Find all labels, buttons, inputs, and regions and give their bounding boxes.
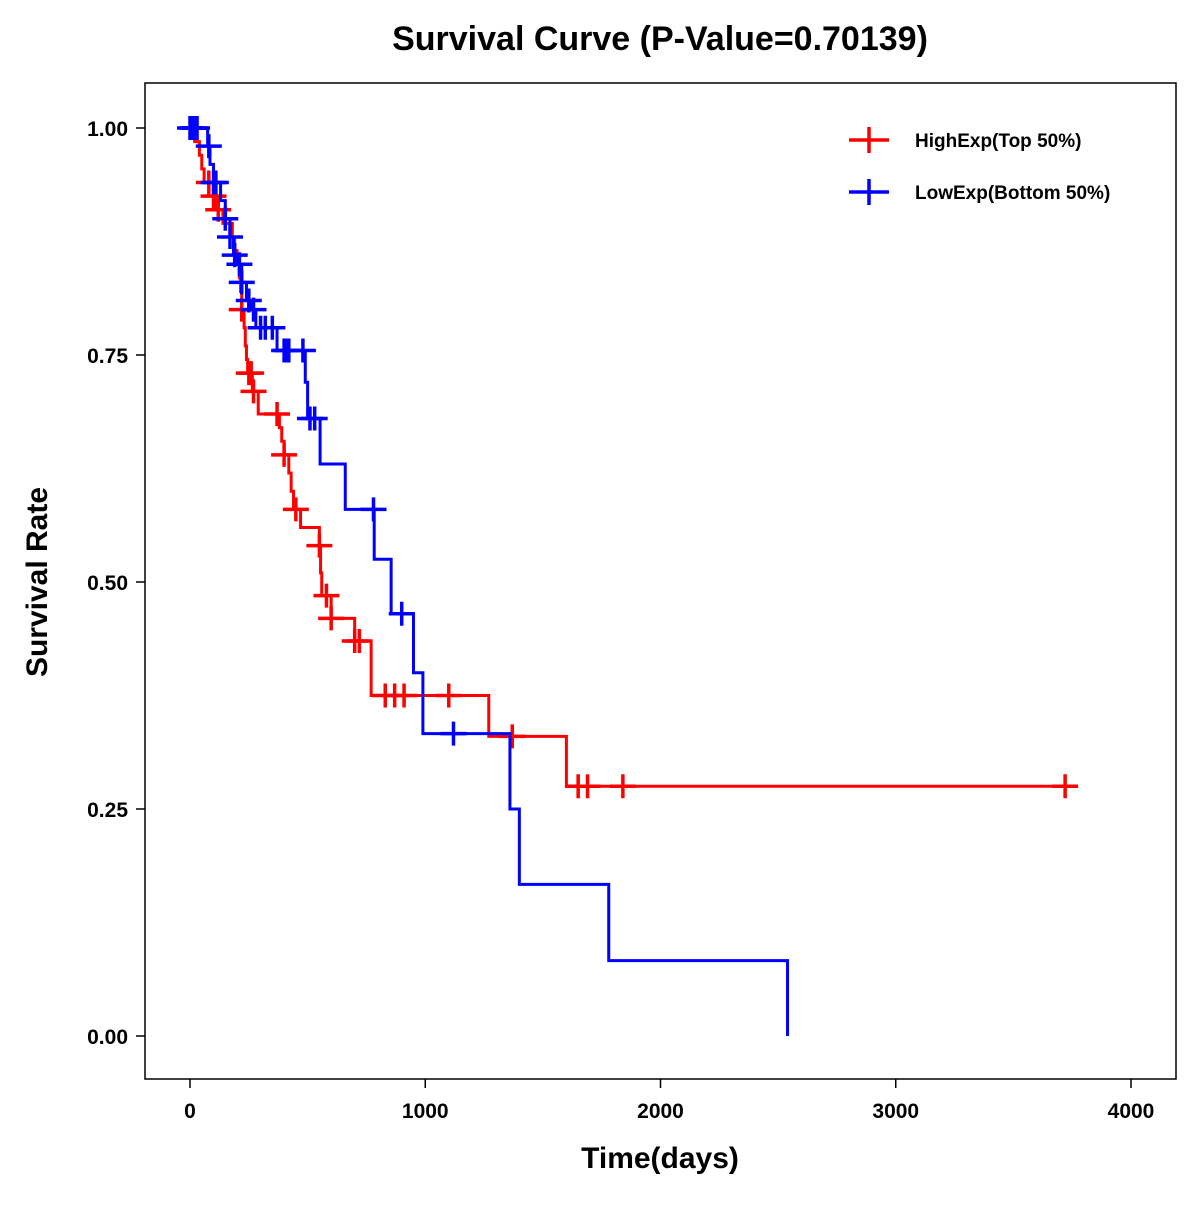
censor-mark (264, 402, 291, 427)
legend: HighExp(Top 50%) LowExp(Bottom 50%) (849, 127, 1110, 205)
legend-label: LowExp(Bottom 50%) (915, 183, 1110, 204)
y-tick-label: 0.25 (87, 799, 128, 822)
censor-mark (301, 406, 328, 431)
censor-mark (240, 379, 267, 404)
censor-mark (360, 497, 387, 522)
y-tick-label: 0.50 (87, 572, 128, 595)
x-tick-label: 0 (184, 1100, 196, 1123)
censor-mark (202, 170, 229, 195)
censor-mark (259, 315, 286, 340)
censor-mark (440, 721, 467, 746)
censor-mark (609, 774, 636, 799)
censor-mark (1052, 774, 1079, 799)
y-axis-label: Survival Rate (21, 487, 54, 677)
legend-marker (849, 179, 889, 205)
censor-mark (391, 683, 418, 708)
censor-mark (240, 297, 267, 322)
censor-mark (216, 224, 243, 249)
censor-mark (318, 606, 345, 631)
censor-mark (195, 134, 222, 159)
y-tick-label: 0.75 (87, 345, 128, 368)
x-tick-label: 4000 (1108, 1100, 1155, 1123)
y-tick-label: 1.00 (87, 118, 128, 141)
plot-area (144, 82, 1177, 1080)
legend-label: HighExp(Top 50%) (915, 131, 1081, 152)
censor-mark (388, 601, 415, 626)
series-0 (180, 116, 1079, 799)
censor-mark (499, 724, 526, 749)
censor-mark (226, 252, 253, 277)
series-1 (177, 116, 790, 1036)
censor-mark (212, 206, 239, 231)
survival-curve (190, 126, 790, 1036)
x-tick-label: 1000 (402, 1100, 449, 1123)
censor-mark (271, 442, 298, 467)
x-tick-label: 2000 (637, 1100, 684, 1123)
x-axis-label: Time(days) (581, 1142, 739, 1175)
censor-mark (184, 116, 211, 140)
legend-marker (849, 127, 889, 153)
censor-mark (435, 683, 462, 708)
y-tick-label: 0.00 (87, 1026, 128, 1049)
censor-mark (282, 497, 309, 522)
censor-mark (313, 583, 340, 608)
censor-mark (238, 361, 265, 386)
x-tick-label: 3000 (872, 1100, 919, 1123)
censor-mark (289, 338, 316, 363)
censor-mark (574, 774, 601, 799)
censor-mark (306, 533, 333, 558)
censor-mark (228, 270, 255, 295)
censor-mark (346, 629, 373, 654)
chart-title: Survival Curve (P-Value=0.70139) (392, 20, 928, 58)
